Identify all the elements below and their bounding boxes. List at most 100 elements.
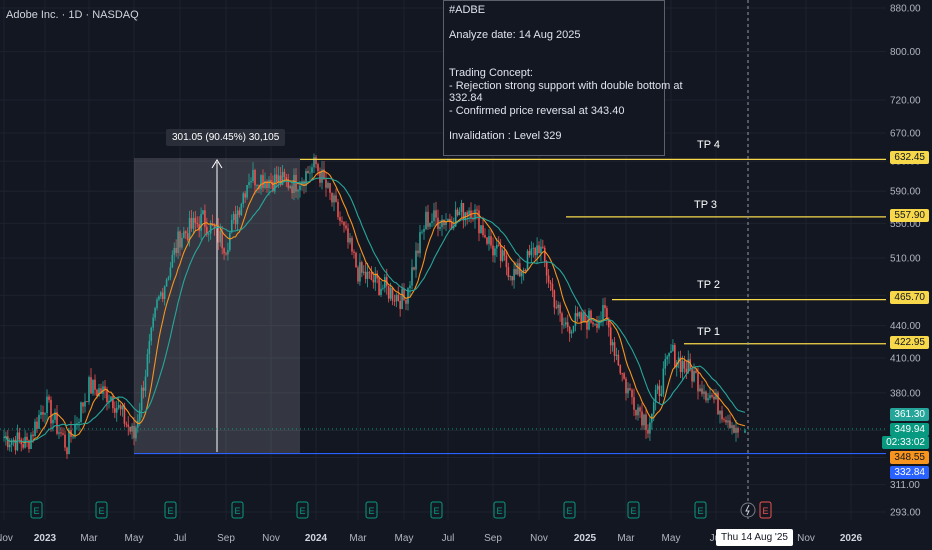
candle-body [528, 250, 531, 256]
earnings-marker-label: E [299, 506, 305, 516]
note-line [449, 42, 659, 55]
candle-body [221, 230, 223, 249]
candle-body [46, 396, 48, 414]
candle-body [594, 323, 596, 325]
candle-body [662, 368, 665, 394]
target-levels [134, 158, 886, 455]
candle-body [268, 179, 270, 189]
candle-body [431, 221, 433, 223]
candle-body [154, 308, 156, 318]
candle-body [229, 232, 231, 251]
candle-body [711, 395, 713, 397]
candle-body [654, 389, 657, 403]
candle-body [419, 232, 421, 254]
candle-body [703, 391, 705, 394]
candle-body [466, 212, 468, 216]
candle-body [317, 164, 319, 172]
candle-body [693, 370, 695, 382]
candle-body [150, 327, 153, 342]
candle-body [173, 247, 176, 255]
candle-body [48, 396, 50, 400]
candle-body [50, 399, 52, 424]
candle-body [674, 344, 676, 368]
candle-body [611, 342, 614, 346]
candle-body [361, 262, 363, 273]
candle-body [687, 359, 690, 373]
candle-body [405, 300, 407, 304]
candle-body [96, 389, 98, 397]
earnings-marker [30, 501, 43, 519]
tp3-label: TP 3 [694, 199, 718, 211]
candle-body [557, 304, 559, 308]
candle-body [148, 341, 151, 355]
candle-body [313, 157, 315, 168]
time-tick-label: Mar [80, 533, 98, 544]
candle-body [480, 225, 482, 234]
candle-body [670, 350, 672, 353]
candle-body [415, 250, 417, 270]
candle-body [540, 246, 542, 254]
candle-body [576, 313, 579, 317]
candle-body [486, 237, 488, 244]
analysis-note[interactable]: #ADBE Analyze date: 14 Aug 2025 Trading … [443, 0, 683, 156]
candle-body [287, 179, 290, 188]
price-tick-label: 720.00 [890, 95, 921, 106]
candle-body [188, 217, 191, 240]
candle-body [582, 312, 584, 323]
earnings-marker [563, 501, 576, 519]
candle-body [40, 412, 42, 415]
candle-body [403, 288, 405, 301]
candle-body [384, 277, 386, 288]
earnings-marker-label: E [98, 506, 104, 516]
candle-body [570, 331, 573, 334]
tp2-price-tag: 465.70 [890, 291, 929, 304]
last-price-tag: 349.94 [890, 423, 929, 436]
time-tick-label: 2024 [305, 533, 328, 544]
candle-body [123, 405, 126, 424]
candle-body [652, 402, 655, 414]
candle-body [204, 210, 206, 227]
time-tick-label: Sep [217, 533, 235, 544]
candle-body [629, 388, 631, 390]
candle-body [225, 253, 227, 255]
candle-body [335, 195, 337, 202]
candle-body [275, 174, 278, 182]
candle-body [417, 250, 419, 254]
range-arrow-head [211, 159, 223, 169]
candle-body [295, 174, 297, 192]
candle-body [553, 290, 556, 308]
candle-body [701, 388, 703, 394]
candle-body [311, 167, 313, 173]
candle-body [488, 236, 490, 244]
candle-body [8, 444, 11, 448]
candle-body [719, 410, 721, 415]
time-tick-label: Mar [617, 533, 635, 544]
candle-body [672, 344, 674, 351]
candle-body [169, 267, 172, 278]
candle-body [337, 201, 339, 218]
candle-body [183, 231, 185, 238]
candle-body [727, 420, 729, 423]
earnings-marker-label: E [33, 506, 39, 516]
price-tick-label: 380.00 [890, 388, 921, 399]
candle-body [397, 294, 400, 301]
candle-body [76, 423, 78, 425]
tp4-label: TP 4 [697, 139, 721, 151]
candle-body [112, 396, 114, 409]
candle-body [641, 411, 643, 426]
candle-body [144, 376, 147, 391]
candle-body [323, 169, 325, 180]
candle-body [563, 324, 565, 326]
candle-body [110, 396, 112, 401]
candle-body [372, 279, 375, 283]
candle-body [343, 221, 345, 226]
candle-body [60, 432, 62, 434]
candle-body [142, 387, 145, 391]
time-tick-label: Sep [484, 533, 502, 544]
candle-body [54, 412, 56, 420]
candle-body [613, 342, 616, 356]
symbol-title[interactable]: Adobe Inc. · 1D · NASDAQ [6, 9, 139, 21]
candle-body [401, 288, 403, 310]
candle-body [658, 385, 661, 396]
